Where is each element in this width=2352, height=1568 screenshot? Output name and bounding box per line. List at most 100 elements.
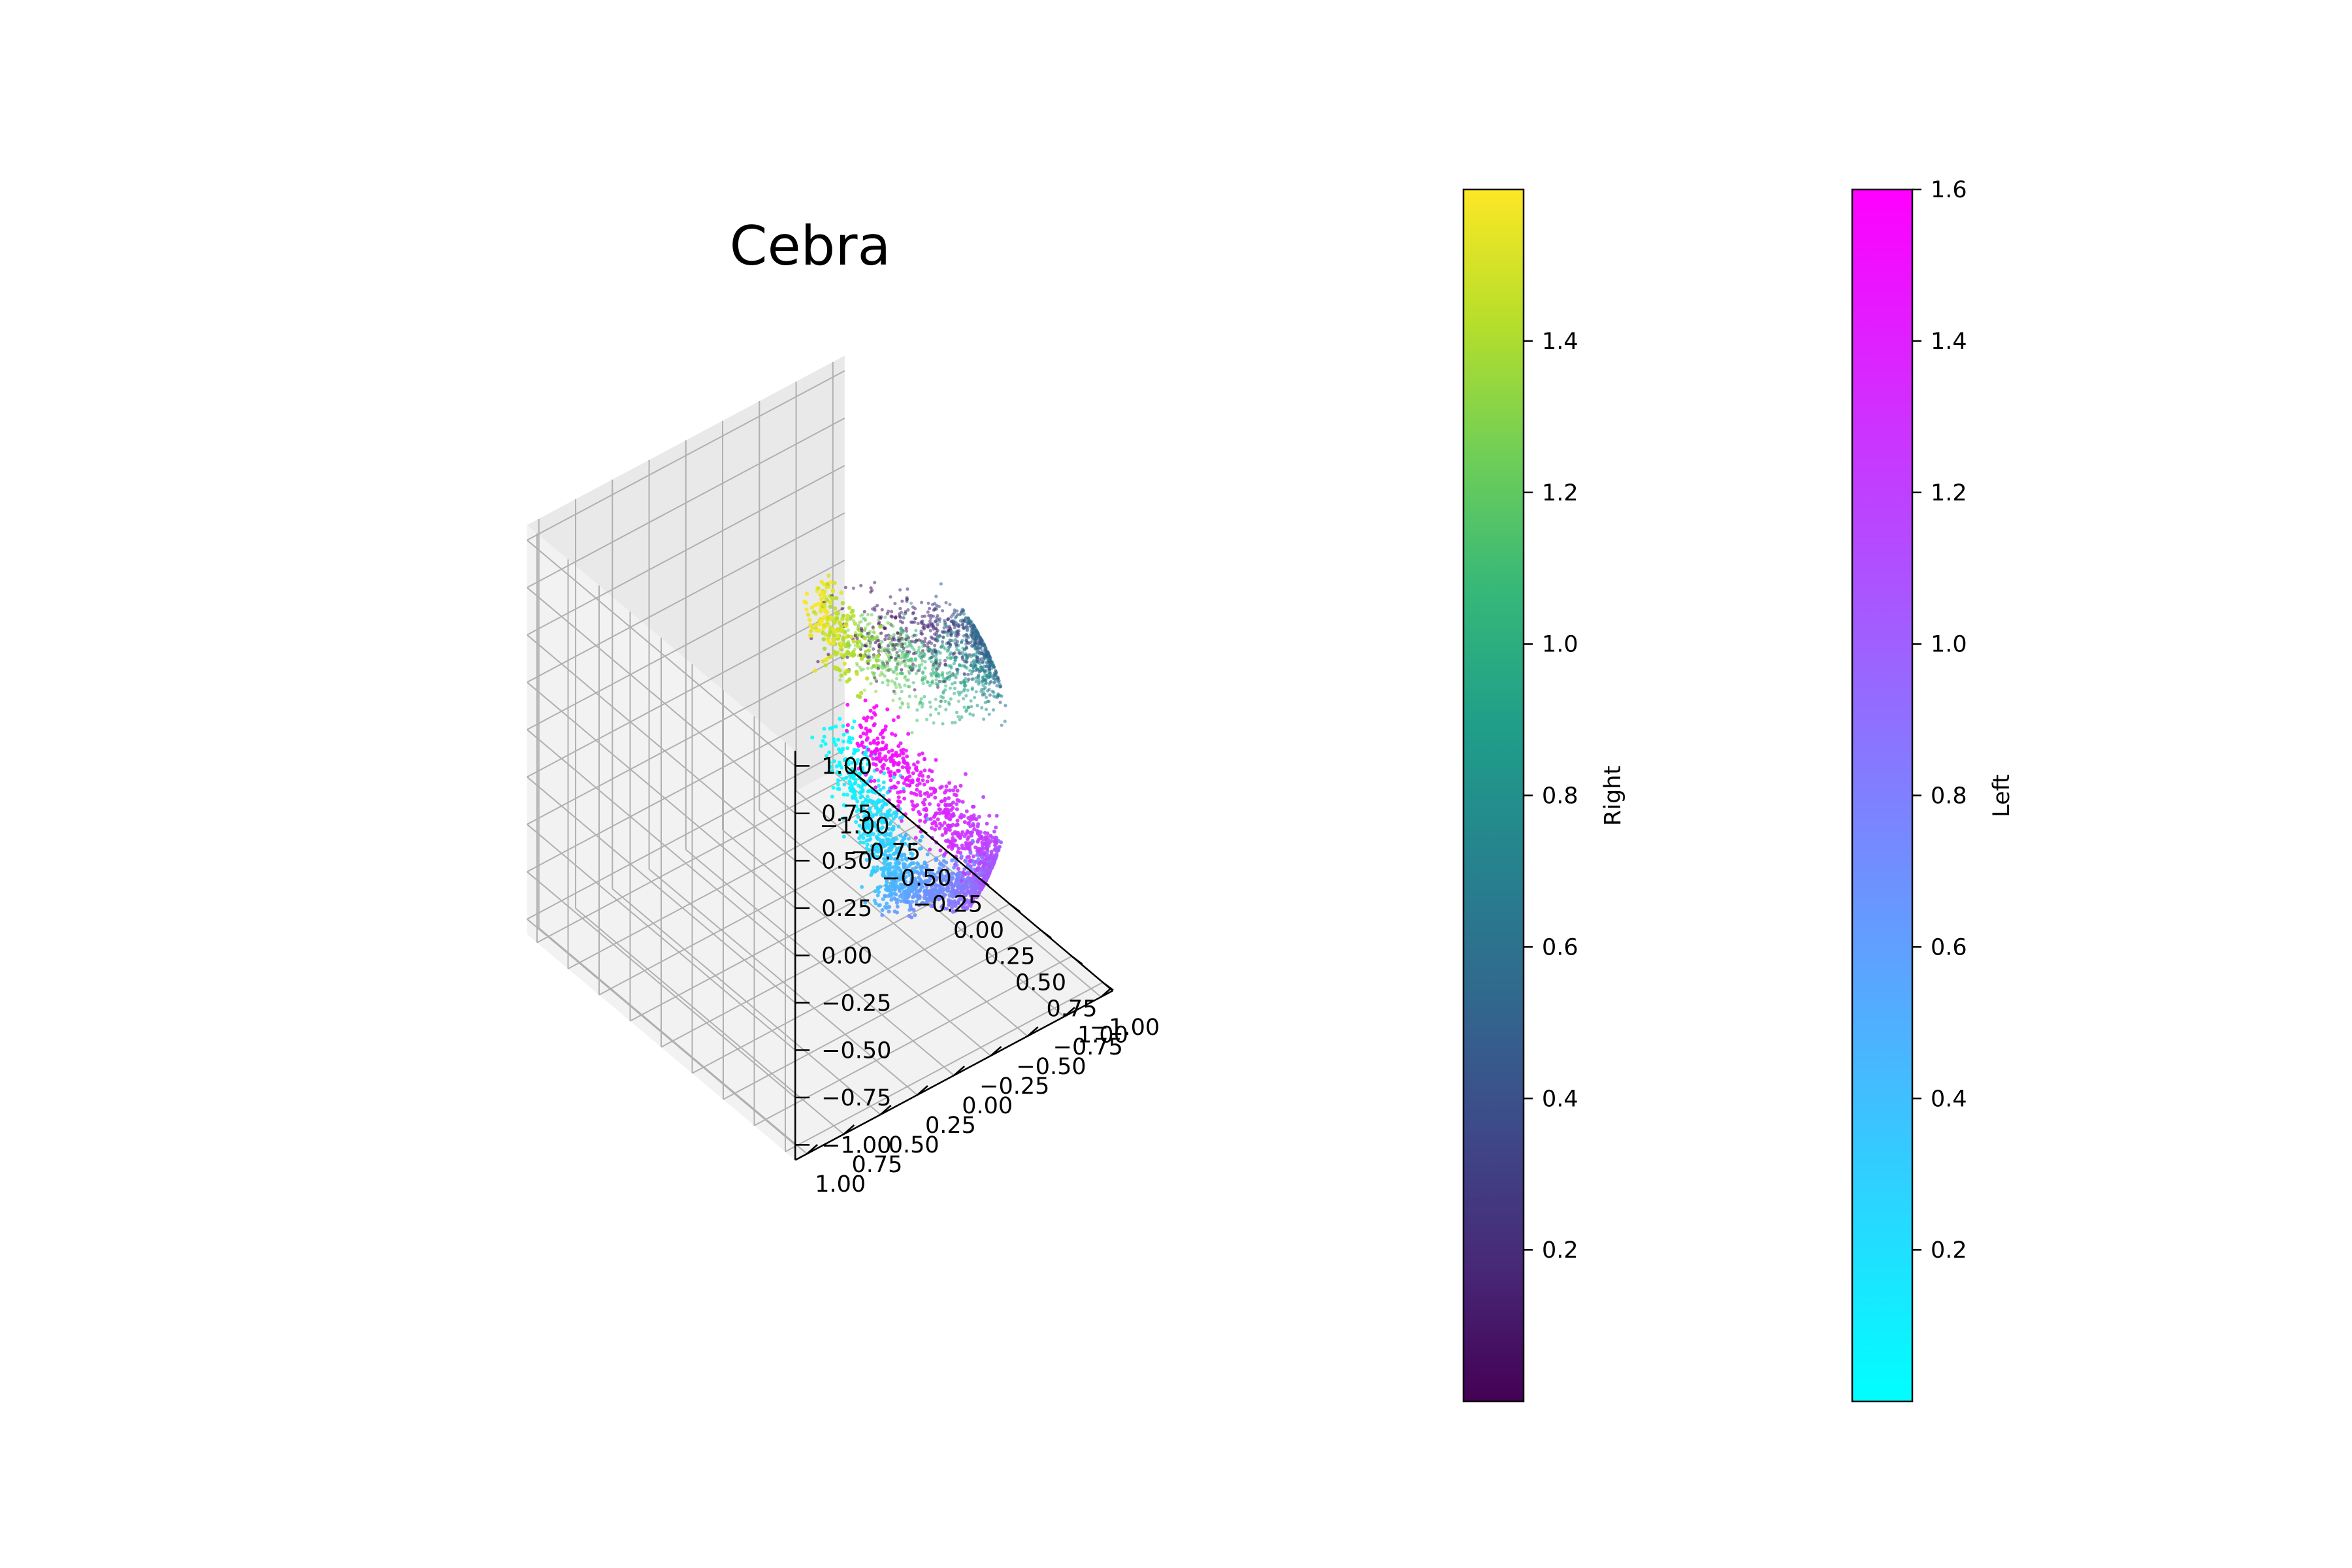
scatter-point (953, 659, 957, 662)
scatter-point (952, 611, 956, 615)
scatter-point (972, 862, 977, 867)
scatter-point (887, 647, 891, 651)
scatter-point (881, 672, 885, 676)
scatter-point (881, 798, 885, 803)
scatter-point (947, 898, 951, 902)
scatter-point (939, 799, 943, 804)
scatter-point (907, 844, 911, 849)
scatter-point (934, 595, 938, 598)
scatter-point (867, 831, 872, 836)
scatter-point (972, 889, 977, 894)
scatter-point (889, 856, 894, 860)
scatter-point (810, 625, 815, 630)
scatter-point (877, 638, 881, 643)
scatter-point (841, 724, 845, 728)
axis-gridlines (527, 362, 1103, 1154)
scatter-point (970, 900, 975, 905)
scatter-point (828, 604, 833, 609)
scatter-point (981, 883, 986, 887)
scatter-point (887, 659, 891, 662)
scatter-point (926, 610, 930, 614)
scatter-point (893, 681, 897, 685)
scatter-point (936, 817, 940, 822)
scatter-point (860, 768, 864, 773)
scatter-point (945, 889, 950, 893)
grid-line (527, 465, 845, 636)
scatter-point (946, 823, 951, 828)
scatter-point (915, 803, 919, 808)
scatter-point (964, 615, 968, 620)
scatter-point (825, 585, 829, 590)
scatter-point (909, 857, 914, 861)
scatter-point (809, 605, 815, 610)
scatter-point (973, 652, 977, 656)
scatter-point (959, 691, 963, 694)
scatter-point (828, 580, 833, 585)
scatter-point (844, 622, 848, 626)
scatter-point (955, 873, 959, 877)
scatter-point (979, 867, 984, 872)
scatter-point (911, 807, 915, 811)
scatter-point (920, 705, 924, 709)
colorbar-tick-label: 0.8 (1542, 783, 1578, 809)
scatter-point (984, 678, 988, 682)
scatter-point (877, 659, 881, 662)
scatter-point (906, 705, 910, 709)
scatter-point (944, 860, 949, 865)
scatter-point (957, 693, 961, 696)
scatter-point (856, 815, 860, 819)
scatter-point (944, 708, 948, 711)
scatter-point (926, 625, 930, 629)
scatter-point (929, 616, 933, 620)
scatter-point (932, 721, 936, 725)
scatter-point (950, 630, 954, 634)
scatter-point (886, 766, 890, 771)
scatter-point (947, 677, 951, 681)
scatter-point (840, 607, 844, 611)
scatter-point (890, 892, 894, 896)
scatter-point (865, 842, 870, 847)
scatter-point (899, 644, 903, 648)
scatter-point (973, 816, 977, 821)
scatter-point (900, 660, 904, 664)
scatter-point (934, 707, 938, 711)
scatter-point (973, 696, 977, 700)
scatter-point (837, 620, 842, 625)
scatter-point (898, 741, 903, 745)
scatter-point (902, 616, 906, 620)
scatter-point (957, 625, 961, 629)
scatter-point (883, 894, 887, 898)
scatter-point (877, 809, 881, 813)
scatter-point (907, 694, 911, 698)
scatter-point (941, 722, 945, 726)
scatter-point (937, 866, 941, 871)
scatter-point (917, 809, 921, 814)
scatter-point (921, 649, 925, 653)
scatter-point (872, 671, 877, 675)
scatter-point (868, 729, 872, 733)
y-axis-tick (1100, 987, 1113, 998)
scatter-point (836, 627, 840, 632)
scatter-point (909, 665, 913, 669)
scatter-point (896, 762, 901, 767)
scatter-point (903, 683, 907, 687)
scatter-point (870, 799, 874, 803)
scatter-point (888, 808, 892, 812)
scatter-point (914, 694, 918, 698)
scatter-point (898, 606, 902, 611)
scatter-point (882, 771, 887, 776)
grid-line (527, 681, 796, 909)
scatter-point (957, 649, 961, 653)
scatter-point (984, 646, 988, 650)
scatter-point (896, 780, 900, 785)
scatter-point (926, 774, 930, 779)
scatter-point (853, 777, 858, 782)
scatter-point (841, 817, 845, 821)
scatter-point (928, 683, 932, 687)
scatter-point (980, 706, 984, 710)
scatter-point (949, 697, 953, 701)
scatter-point (934, 856, 939, 860)
scatter-point (866, 747, 871, 752)
scatter-point (947, 816, 951, 821)
scatter-point (962, 634, 966, 638)
